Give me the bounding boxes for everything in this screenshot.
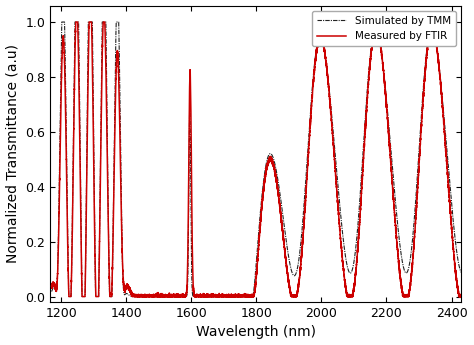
Measured by FTIR [298, 262, 304, 266]
Line: Measured by FTIR: Measured by FTIR [52, 22, 461, 297]
Measured by FTIR [155, 295, 161, 299]
Simulated by TMM [458, 270, 464, 275]
Line: Simulated by TMM: Simulated by TMM [52, 22, 461, 297]
Simulated by TMM [298, 241, 304, 245]
Simulated by TMM [59, 20, 64, 24]
Measured by FTIR [109, 267, 115, 272]
X-axis label: Wavelength (nm): Wavelength (nm) [196, 325, 316, 339]
Simulated by TMM [258, 199, 264, 203]
Simulated by TMM [70, 148, 76, 152]
Y-axis label: Normalized Transmittance (a.u): Normalized Transmittance (a.u) [6, 44, 19, 263]
Simulated by TMM [155, 295, 161, 299]
Legend: Simulated by TMM, Measured by FTIR: Simulated by TMM, Measured by FTIR [312, 11, 456, 46]
Simulated by TMM [264, 157, 270, 161]
Measured by FTIR [458, 294, 464, 298]
Measured by FTIR [66, 295, 72, 299]
Measured by FTIR [49, 284, 55, 288]
Measured by FTIR [73, 20, 79, 24]
Simulated by TMM [49, 289, 55, 294]
Measured by FTIR [70, 170, 76, 174]
Simulated by TMM [66, 295, 72, 299]
Measured by FTIR [258, 209, 264, 214]
Simulated by TMM [109, 270, 115, 275]
Measured by FTIR [264, 164, 270, 168]
